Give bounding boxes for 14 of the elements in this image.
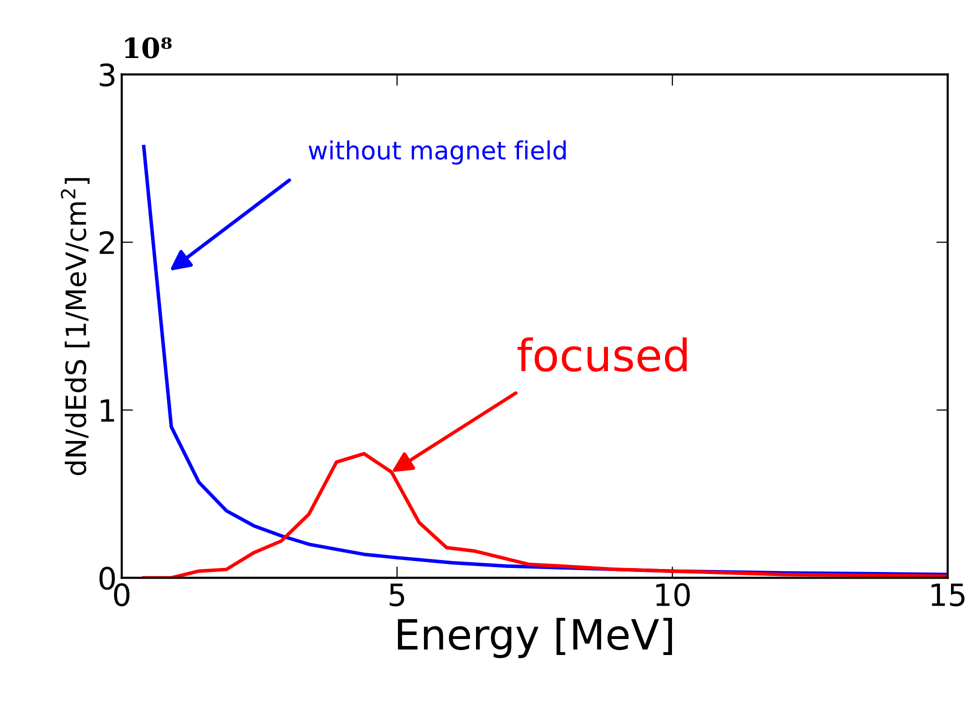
y-axis-title: dN/dEdS [1/MeV/cm$^{2}$] xyxy=(60,178,90,476)
y-tick-label: 1 xyxy=(100,399,114,422)
y-tick-label: 2 xyxy=(100,231,114,254)
line-series xyxy=(142,452,948,578)
x-tick-label: 5 xyxy=(390,584,404,606)
x-axis-title: Energy [MeV] xyxy=(398,618,672,658)
x-tick-label: 10 xyxy=(656,583,690,606)
annotation: without magnet field xyxy=(308,140,566,165)
x-tick-label: 0 xyxy=(114,583,130,606)
y-tick-label: 3 xyxy=(100,63,114,86)
y-tick-label: 0 xyxy=(99,566,115,590)
x-tick-label: 15 xyxy=(932,584,964,606)
text: 10⁸ xyxy=(125,37,172,58)
annotation: focused xyxy=(518,337,687,372)
